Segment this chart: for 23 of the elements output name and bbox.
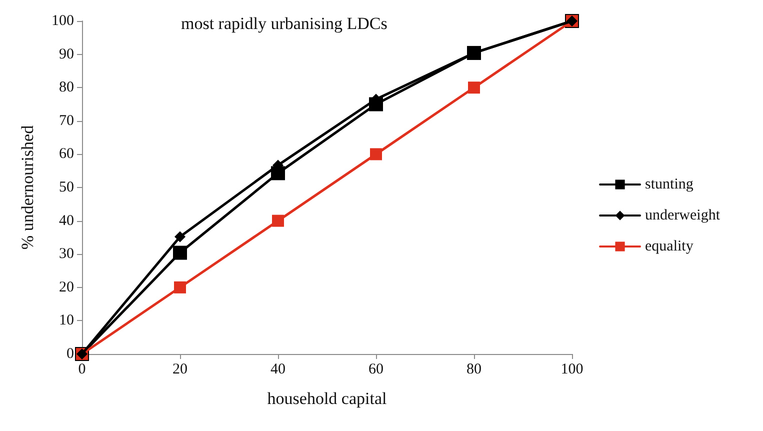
- y-tick-label: 70: [59, 112, 74, 129]
- y-tick-label: 10: [59, 312, 74, 329]
- x-tick-label: 40: [270, 362, 286, 378]
- y-tick-label: 20: [59, 279, 74, 296]
- x-tick-label: 80: [466, 362, 482, 378]
- legend-label: equality: [645, 238, 694, 254]
- x-tick-label: 20: [172, 362, 188, 378]
- y-tick-label: 90: [59, 46, 74, 62]
- y-tick-label: 50: [59, 180, 74, 196]
- legend-label: underweight: [645, 208, 721, 224]
- x-axis-title: household capital: [267, 389, 387, 408]
- y-tick-label: 0: [66, 346, 74, 362]
- y-tick-label: 30: [59, 246, 74, 262]
- x-tick-label: 100: [560, 362, 584, 378]
- chart-title: most rapidly urbanising LDCs: [181, 14, 388, 33]
- y-tick-label: 100: [52, 13, 74, 29]
- legend-label: stunting: [645, 176, 694, 192]
- y-axis-title: % undernourished: [18, 124, 37, 250]
- y-tick-label: 60: [59, 146, 74, 162]
- y-tick-label: 40: [59, 212, 74, 229]
- x-tick-label: 60: [368, 362, 384, 378]
- y-tick-label: 80: [59, 80, 74, 96]
- x-tick-label: 0: [78, 362, 86, 378]
